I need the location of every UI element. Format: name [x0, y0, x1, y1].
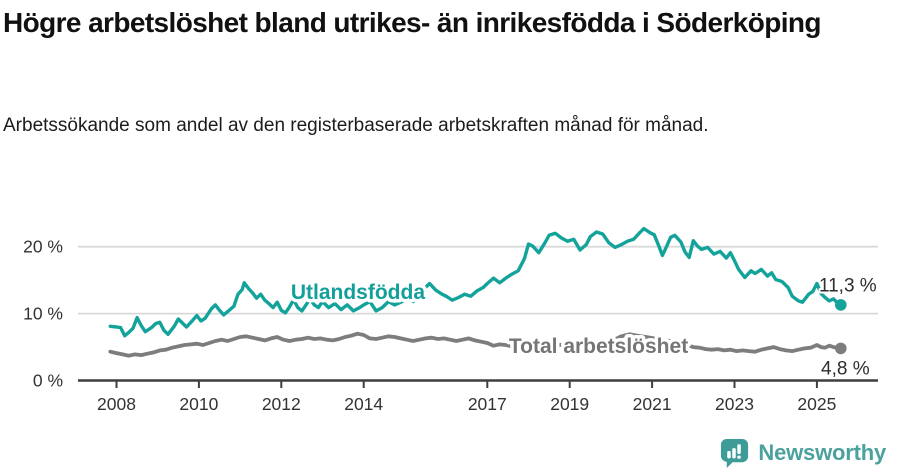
y-tick-label-20: 20 %: [23, 237, 63, 257]
y-tick-label-0: 0 %: [33, 371, 63, 391]
series-label-1: Total arbetslöshet: [509, 335, 688, 358]
chart-subtitle: Arbetssökande som andel av den registerb…: [3, 115, 709, 136]
value-label-1: 4,8 %: [821, 358, 870, 379]
x-tick-label-2014: 2014: [344, 394, 383, 414]
series-end-dot-1: [834, 342, 847, 355]
series-label-0: Utlandsfödda: [291, 281, 425, 304]
x-tick-label-2008: 2008: [97, 394, 136, 414]
x-tick-label-2017: 2017: [468, 394, 507, 414]
bar-short: [727, 451, 732, 459]
x-tick-label-2023: 2023: [715, 394, 754, 414]
x-tick-label-2012: 2012: [262, 394, 301, 414]
y-tick-label-10: 10 %: [23, 304, 63, 324]
bar-chart-speech-bubble-icon: [721, 438, 749, 468]
bar-medium: [732, 448, 737, 459]
exclamation-dot: [737, 455, 742, 459]
chart-title: Högre arbetslöshet bland utrikes- än inr…: [3, 7, 822, 38]
x-tick-label-2021: 2021: [633, 394, 672, 414]
x-tick-label-2010: 2010: [179, 394, 218, 414]
exclamation-bar: [737, 444, 742, 454]
brand-name: Newsworthy: [758, 439, 886, 465]
series-line-1: [108, 331, 843, 358]
x-tick-label-2019: 2019: [550, 394, 589, 414]
series-end-dot-0: [834, 299, 847, 311]
value-label-0: 11,3 %: [819, 275, 877, 296]
newsworthy-logo: Newsworthy: [719, 437, 886, 468]
x-tick-label-2025: 2025: [797, 394, 836, 414]
series-line-0: [108, 226, 843, 338]
